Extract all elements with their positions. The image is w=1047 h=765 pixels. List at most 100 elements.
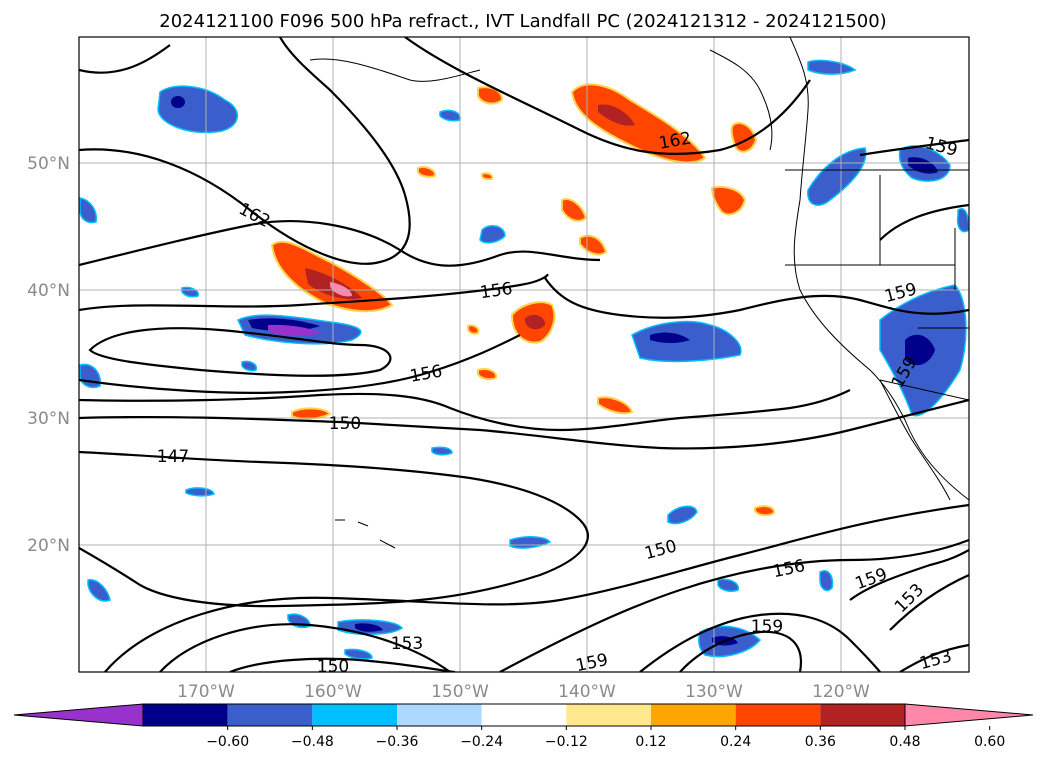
contour-line [88, 327, 392, 377]
contour-label: 147 [157, 447, 189, 467]
orange-patch [481, 172, 494, 181]
lon-label: 160°W [304, 682, 362, 702]
lat-label: 30°N [27, 409, 70, 429]
colorbar-swatch [312, 704, 397, 726]
longitude-labels: 170°W 160°W 150°W 140°W 130°W 120°W [177, 682, 870, 702]
colorbar: −0.60 −0.48 −0.36 −0.24 −0.12 0.12 0.24 0.36 0.4… [13, 703, 1034, 750]
contour-line [79, 37, 411, 265]
colorbar-tick-label: −0.60 [206, 734, 249, 750]
colorbar-swatch [227, 704, 313, 726]
contour-label: 150 [329, 414, 361, 434]
map-title: 2024121100 F096 500 hPa refract., IVT La… [159, 11, 886, 32]
colorbar-swatch [481, 704, 567, 726]
orange-patch [477, 368, 498, 381]
lat-label: 50°N [27, 154, 70, 174]
contour-line [639, 612, 881, 672]
contour-line [404, 37, 811, 155]
contour-line [79, 450, 589, 608]
latitude-labels: 50°N 40°N 30°N 20°N [27, 154, 70, 556]
colorbar-frame [142, 703, 906, 727]
colorbar-tick-label: 0.12 [635, 734, 666, 750]
orange-patch [291, 407, 332, 420]
contour-line [849, 549, 969, 601]
blue-patch [431, 446, 453, 456]
colorbar-swatch [735, 704, 821, 726]
blue-core [905, 334, 935, 366]
colorbar-extend-high [904, 703, 1034, 727]
contour-line [79, 44, 171, 74]
blue-patch [807, 59, 857, 75]
blue-patch [819, 570, 834, 592]
colorbar-swatch [651, 704, 736, 726]
red-core [525, 314, 545, 330]
orange-patch [270, 240, 394, 313]
coastlines [309, 37, 969, 549]
orange-patch [754, 505, 776, 517]
contour-label: 153 [391, 634, 423, 654]
contour-line [879, 203, 969, 241]
contour-label: 159 [574, 650, 610, 676]
colorbar-tick-label: 0.60 [974, 734, 1005, 750]
colorbar-tick-label: 0.24 [720, 734, 751, 750]
contour-line [79, 334, 521, 394]
orange-patch [477, 86, 504, 105]
blue-core [650, 332, 690, 344]
red-core [598, 104, 635, 126]
blue-patch [185, 487, 215, 497]
map-frame [78, 36, 970, 673]
lon-label: 140°W [558, 682, 616, 702]
contour-label: 159 [751, 617, 783, 637]
colorbar-swatch [820, 704, 905, 726]
colorbar-tick-label: −0.24 [460, 734, 503, 750]
purple-core [268, 324, 322, 336]
blue-patch [241, 360, 258, 372]
colorbar-tick-label: 0.48 [889, 734, 920, 750]
positive-anomaly-patches [270, 83, 776, 517]
map-background [79, 37, 969, 672]
colorbar-tick-label: 0.36 [805, 734, 836, 750]
blue-core [171, 96, 185, 108]
orange-patch [570, 83, 707, 164]
contour-line [79, 389, 851, 432]
blue-patch [479, 225, 506, 244]
orange-patch [597, 396, 634, 415]
contour-line [899, 643, 969, 672]
colorbar-swatch [143, 704, 228, 726]
blue-patch [717, 578, 739, 592]
colorbar-tick-label: −0.36 [376, 734, 419, 750]
contour-line [499, 538, 969, 672]
orange-patch [561, 198, 588, 222]
colorbar-swatch [566, 704, 651, 726]
contour-line [79, 220, 601, 267]
blue-patch [87, 579, 111, 602]
contour-line [229, 657, 456, 672]
graticule [79, 37, 969, 672]
contour-line [544, 277, 969, 319]
lon-label: 120°W [812, 682, 870, 702]
lon-label: 150°W [431, 682, 489, 702]
contour-line [104, 503, 969, 672]
lon-label: 130°W [685, 682, 743, 702]
contour-line [889, 573, 969, 631]
colorbar-extend-low [13, 703, 144, 727]
blue-core [355, 623, 383, 632]
blue-patch [79, 197, 98, 224]
colorbar-tick-label: −0.48 [291, 734, 334, 750]
blue-patch [344, 648, 373, 660]
lat-label: 20°N [27, 536, 70, 556]
colorbar-tick-label: −0.12 [545, 734, 588, 750]
contour-label: 156 [479, 279, 514, 303]
lat-label: 40°N [27, 281, 70, 301]
map-panel: 162 162 159 156 159 156 150 147 150 156 … [78, 36, 970, 677]
colorbar-swatch [397, 704, 482, 726]
blue-patch [667, 505, 698, 525]
contour-line [79, 398, 969, 450]
orange-patch [467, 324, 480, 335]
contour-label: 150 [317, 657, 349, 677]
contour-line [79, 273, 549, 312]
orange-patch [710, 185, 747, 216]
contour-line [159, 623, 451, 672]
lon-label: 170°W [177, 682, 235, 702]
height-contours [79, 37, 969, 672]
